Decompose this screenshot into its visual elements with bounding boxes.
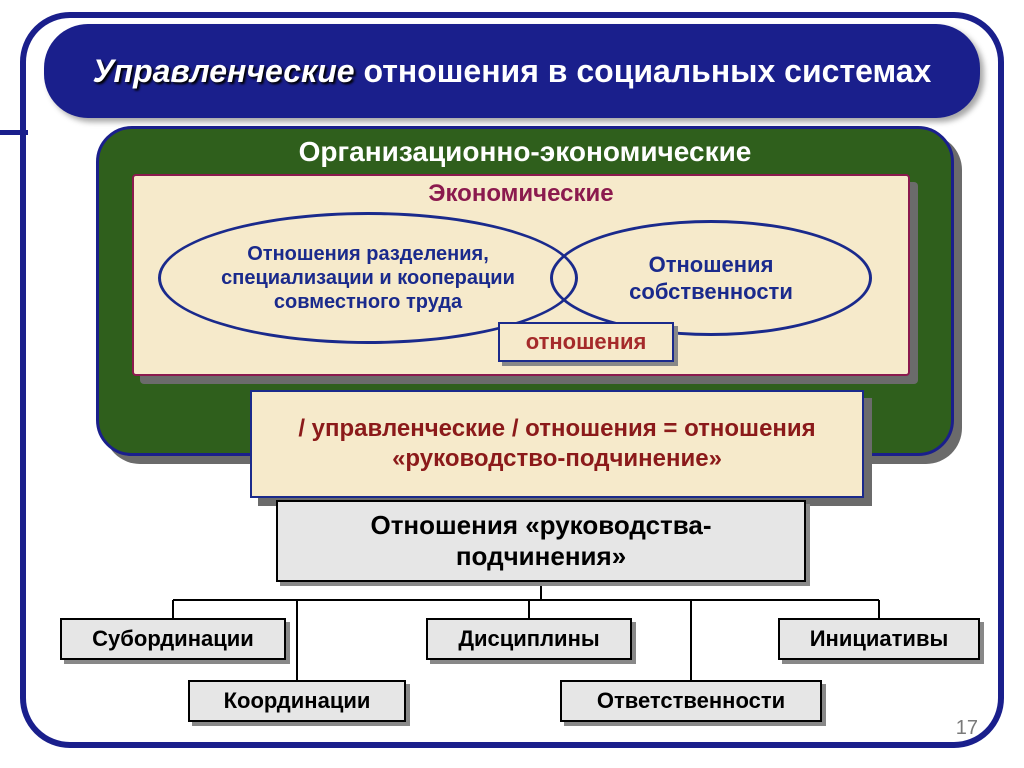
title-text: Управленческие отношения в социальных си… <box>93 51 932 91</box>
title-italic: Управленческие <box>93 53 355 89</box>
venn-left-text: Отношения разделения, специализации и ко… <box>187 242 549 314</box>
venn-right-text: Отношения собственности <box>577 251 845 306</box>
tree-diagram: Отношения «руководства-подчинения» Субор… <box>60 500 980 732</box>
title-bar: Управленческие отношения в социальных си… <box>44 24 980 118</box>
page-number: 17 <box>956 717 978 740</box>
tree-root-text: Отношения «руководства-подчинения» <box>290 510 792 572</box>
tree-leaf-r1-2: Инициативы <box>778 618 980 660</box>
tree-leaf-r1-0: Субординации <box>60 618 286 660</box>
venn-right-ellipse: Отношения собственности <box>550 220 872 336</box>
tree-root: Отношения «руководства-подчинения» <box>276 500 806 582</box>
tree-leaf-r2-1: Ответственности <box>560 680 822 722</box>
center-box-text: / управленческие / отношения = отношения… <box>274 414 840 474</box>
center-box: / управленческие / отношения = отношения… <box>250 390 864 498</box>
title-rest: отношения в социальных системах <box>355 53 932 89</box>
beige-heading: Экономические <box>132 180 910 208</box>
tree-leaf-r1-1: Дисциплины <box>426 618 632 660</box>
relations-badge-text: отношения <box>526 329 647 355</box>
frame-side-stub <box>0 130 28 140</box>
green-panel-title: Организационно-экономические <box>96 136 954 168</box>
relations-badge: отношения <box>498 322 674 362</box>
tree-leaf-r2-0: Координации <box>188 680 406 722</box>
